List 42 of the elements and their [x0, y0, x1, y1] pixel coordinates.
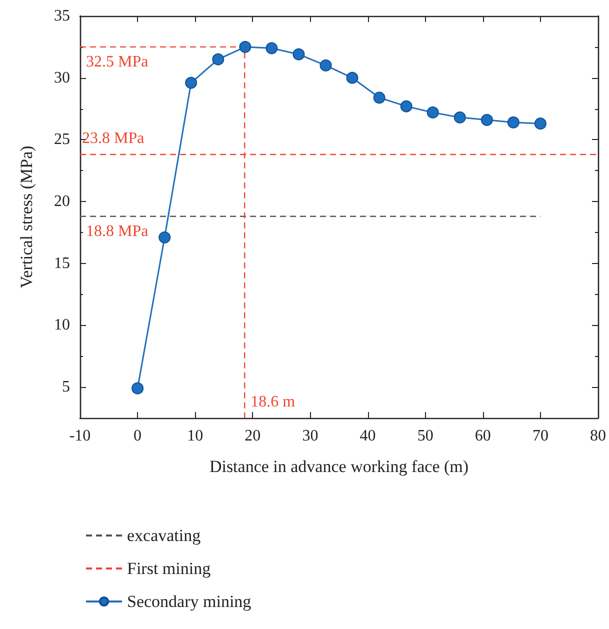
annotation: 18.6 m [250, 394, 296, 410]
y-tick-label: 10 [54, 316, 70, 334]
annotation: 32.5 MPa [86, 53, 148, 70]
point [292, 48, 305, 60]
point [158, 231, 171, 244]
point [266, 42, 278, 54]
legend-label: excavating [127, 526, 202, 545]
point [346, 72, 358, 84]
point [320, 59, 332, 72]
y-tick-label: 5 [62, 378, 70, 396]
point [454, 111, 466, 124]
point [185, 76, 198, 89]
point [132, 382, 144, 394]
x-tick-label: 50 [417, 428, 434, 444]
point [507, 116, 520, 128]
legend-label: Secondary mining [127, 592, 252, 611]
x-tick-label: 80 [590, 428, 606, 444]
annotation: 18.8 MPa [86, 222, 148, 240]
point [426, 106, 439, 118]
x-tick-label: 0 [134, 428, 142, 444]
point [373, 92, 386, 104]
x-axis-title: Distance in advance working face (m) [209, 457, 469, 476]
y-axis-title: Vertical stress (MPa) [17, 146, 36, 288]
x-tick-label: -10 [69, 428, 91, 444]
x-tick-label: 20 [244, 428, 261, 444]
point [239, 40, 252, 53]
legend-label: First mining [127, 559, 212, 578]
ref-line-label: 23.8 MPa [82, 130, 144, 148]
x-tick-label: 60 [474, 428, 491, 444]
y-tick-label: 15 [54, 254, 70, 272]
x-tick-label: 30 [302, 428, 318, 444]
point [212, 53, 224, 66]
y-tick-label: 35 [54, 8, 70, 24]
y-tick-label: 25 [54, 131, 70, 148]
point [480, 114, 493, 126]
y-tick-label: 20 [54, 193, 70, 210]
point [534, 118, 546, 130]
x-tick-label: 10 [187, 428, 204, 444]
y-tick-label: 30 [54, 69, 70, 86]
x-tick-label: 40 [360, 428, 376, 444]
point [400, 100, 412, 112]
x-tick-label: 70 [532, 428, 548, 444]
